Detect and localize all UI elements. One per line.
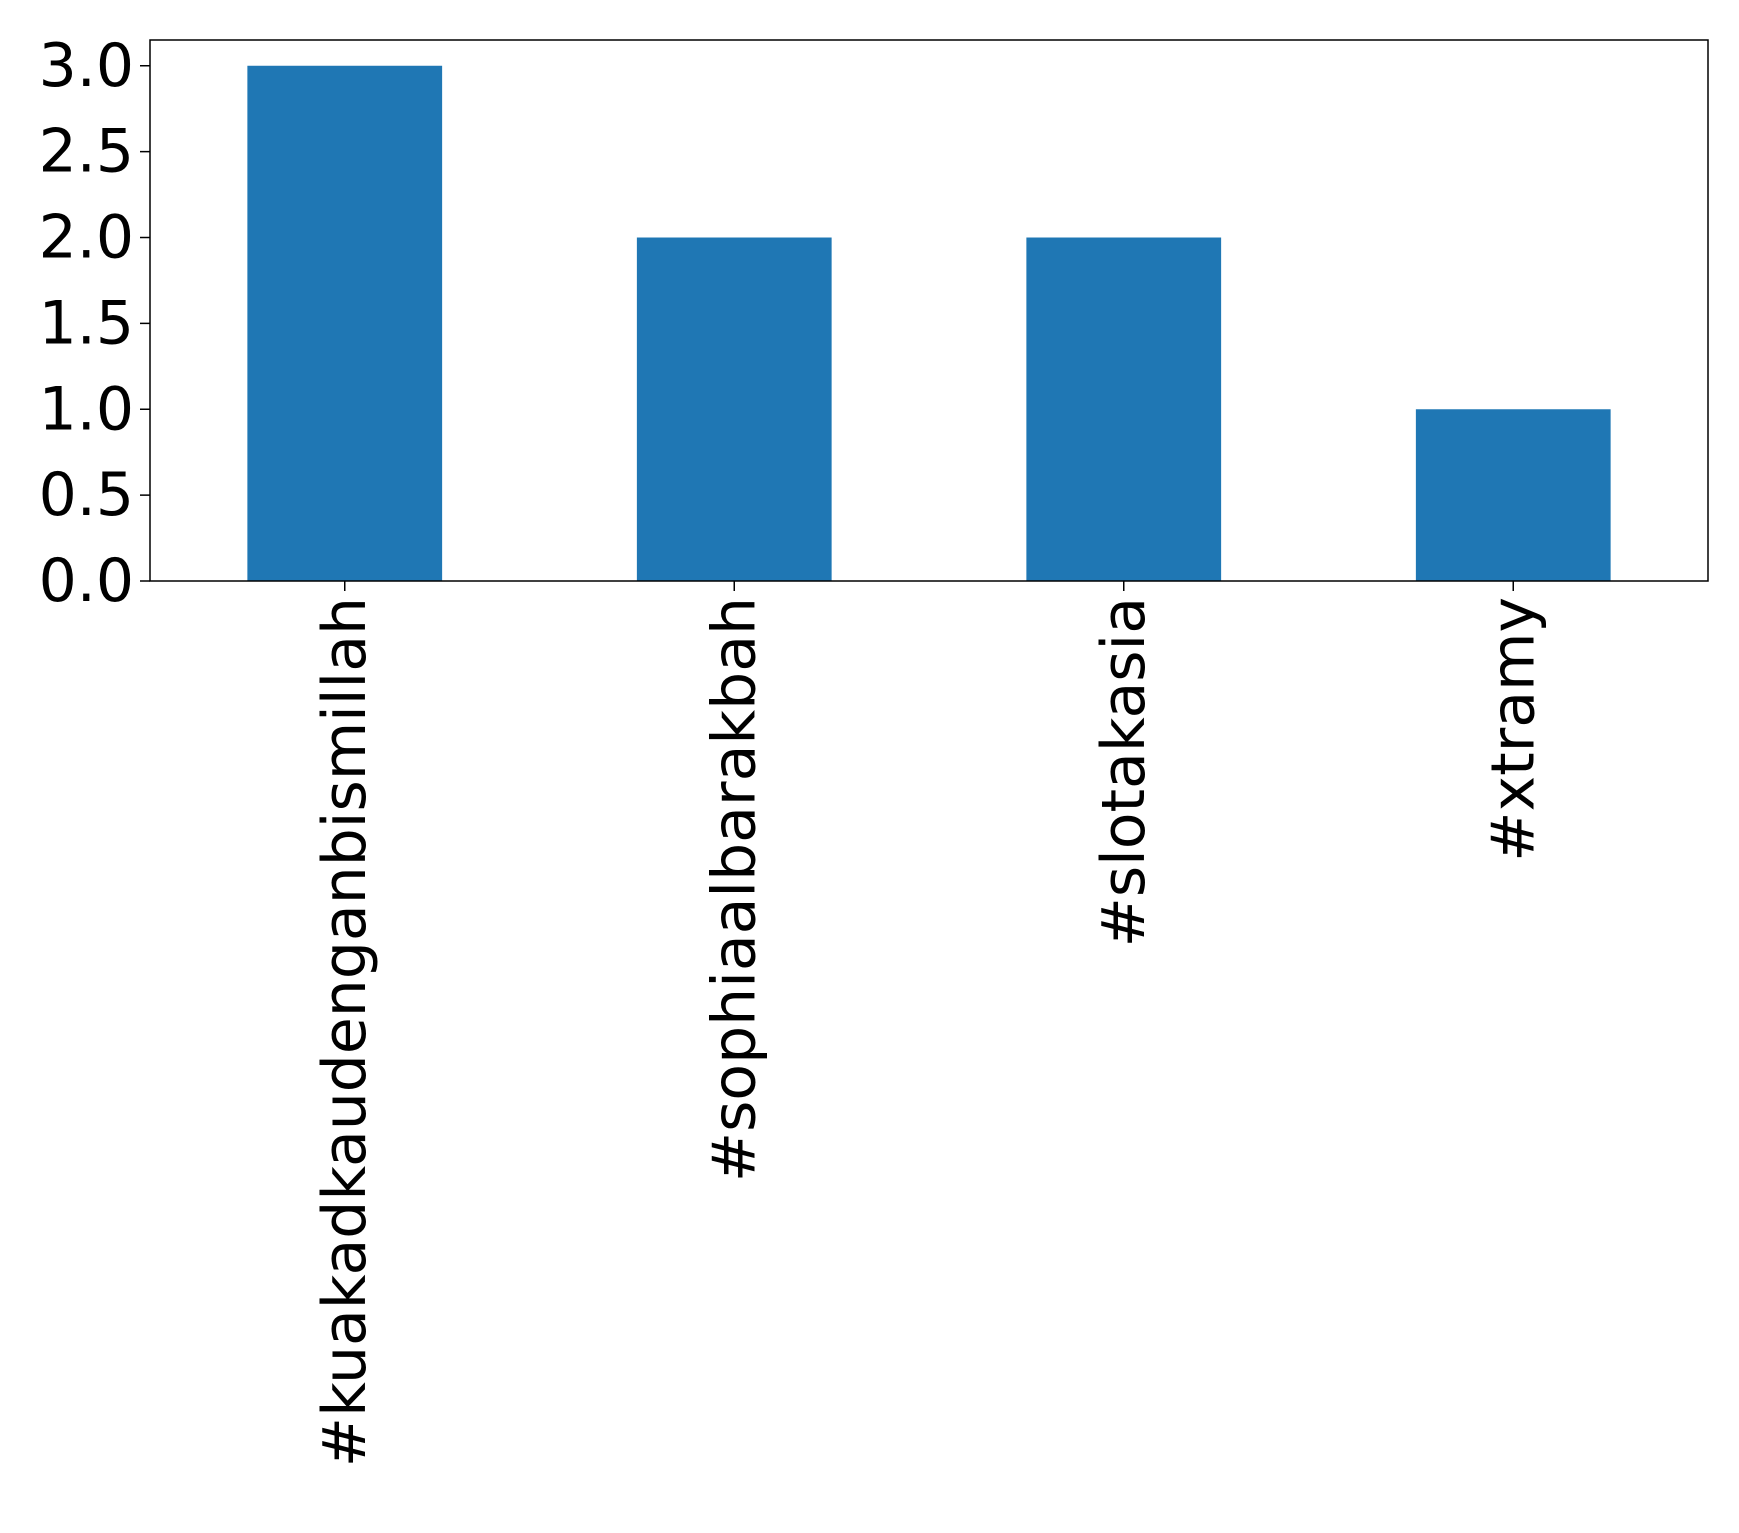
- x-tick-label: #kuakadkaudenganbismillah: [310, 597, 380, 1467]
- y-tick-label: 0.0: [39, 546, 134, 616]
- bar: [247, 65, 443, 581]
- x-tick-label: #slotakasia: [1089, 597, 1159, 947]
- y-tick-label: 1.0: [39, 374, 134, 444]
- y-tick-label: 0.5: [39, 460, 134, 530]
- bar: [1026, 237, 1222, 581]
- x-tick-label: #xtramy: [1478, 597, 1548, 862]
- bar: [1415, 409, 1611, 581]
- y-tick-label: 2.0: [39, 203, 134, 273]
- plot-frame: [149, 39, 1709, 582]
- x-tick-label: #sophiaalbarakbah: [699, 597, 769, 1182]
- y-tick-label: 2.5: [39, 117, 134, 187]
- y-tick-label: 1.5: [39, 288, 134, 358]
- y-tick-label: 3.0: [39, 31, 134, 101]
- bar: [636, 237, 832, 581]
